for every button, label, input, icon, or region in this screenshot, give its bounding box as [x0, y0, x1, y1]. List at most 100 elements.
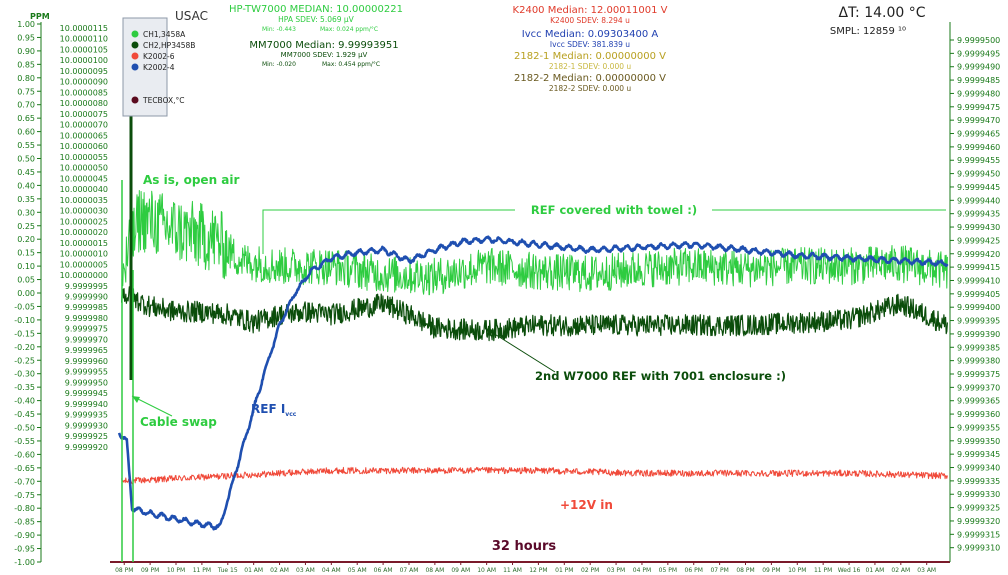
- x-tick-label: 07 AM: [400, 567, 419, 574]
- y-tick-label-mid: 9.9999995: [65, 282, 108, 291]
- y-tick-label-left: -0.20: [14, 343, 35, 352]
- x-tick-label: 05 AM: [348, 567, 367, 574]
- legend: CH1,3458A CH2,HP3458B K2002-6 K2002-4 TE…: [122, 17, 195, 117]
- y-tick-label-mid: 10.0000080: [60, 99, 108, 108]
- x-tick-label: 03 PM: [607, 567, 625, 574]
- y-tick-label-right: 9.9999330: [957, 490, 1000, 499]
- legend-label-ch2: CH2,HP3458B: [143, 41, 195, 50]
- k2182-1-median: 2182-1 Median: 0.00000000 V: [514, 51, 666, 62]
- legend-label-tecbox: TECBOX,°C: [142, 96, 185, 105]
- hp-sdev: HPA SDEV: 5.069 µV: [278, 15, 355, 24]
- y-tick-label-right: 9.9999385: [957, 343, 1000, 352]
- y-tick-label-mid: 10.0000005: [60, 260, 108, 269]
- y-tick-label-left: -0.40: [14, 397, 35, 406]
- y-tick-label-mid: 10.0000095: [60, 67, 108, 76]
- y-tick-label-left: 0.15: [17, 249, 35, 258]
- y-tick-label-right: 9.9999490: [957, 63, 1000, 72]
- x-tick-label: 11 PM: [193, 567, 211, 574]
- x-tick-label: 02 AM: [891, 567, 910, 574]
- y-tick-label-left: 0.00: [17, 289, 35, 298]
- y-tick-label-left: -0.65: [14, 464, 35, 473]
- y-tick-label-left: -0.90: [14, 531, 35, 540]
- y-tick-label-left: -0.75: [14, 491, 35, 500]
- x-tick-label: 09 PM: [762, 567, 780, 574]
- series-layer: [117, 190, 949, 531]
- x-tick-label: 08 AM: [425, 567, 444, 574]
- y-tick-label-right: 9.9999360: [957, 410, 1000, 419]
- y-tick-label-right: 9.9999325: [957, 504, 1000, 513]
- y-tick-label-left: 0.10: [17, 262, 35, 271]
- y-tick-label-right: 9.9999390: [957, 330, 1000, 339]
- y-tick-label-right: 9.9999440: [957, 196, 1000, 205]
- mm-median: MM7000 Median: 9.99993951: [249, 40, 398, 51]
- y-tick-label-right: 9.9999470: [957, 116, 1000, 125]
- y-tick-label-left: -0.60: [14, 450, 35, 459]
- y-tick-label-left: -0.95: [14, 545, 35, 554]
- y-tick-label-left: -0.70: [14, 477, 35, 486]
- y-tick-label-mid: 10.0000070: [60, 121, 108, 130]
- x-tick-label: 06 PM: [685, 567, 703, 574]
- hp-max: Max: 0.024 ppm/°C: [320, 26, 378, 33]
- y-tick-label-mid: 9.9999990: [65, 293, 108, 302]
- y-tick-label-right: 9.9999465: [957, 130, 1000, 139]
- y-tick-label-right: 9.9999410: [957, 276, 1000, 285]
- y-tick-label-mid: 10.0000015: [60, 239, 108, 248]
- y-tick-label-mid: 10.0000010: [60, 250, 108, 259]
- y-tick-label-right: 9.9999445: [957, 183, 1000, 192]
- legend-box: [122, 17, 168, 117]
- y-tick-label-mid: 9.9999955: [65, 368, 108, 377]
- k2182-1-sdev: 2182-1 SDEV: 0.000 u: [549, 62, 632, 71]
- y-tick-label-mid: 10.0000075: [60, 110, 108, 119]
- x-tick-label: 10 PM: [167, 567, 185, 574]
- y-axis-left: 1.00 0.95 0.90 0.85 0.80 0.75 0.70 0.65 0.60 0.55…: [14, 20, 41, 567]
- x-tick-label: 09 PM: [141, 567, 159, 574]
- y-tick-label-left: 0.85: [17, 60, 35, 69]
- x-tick-label: 10 AM: [477, 567, 496, 574]
- y-tick-label-mid: 10.0000000: [60, 271, 108, 280]
- mm-max: Max: 0.454 ppm/°C: [322, 61, 380, 68]
- y-tick-label-left: 0.60: [17, 128, 35, 137]
- y-tick-label-mid: 10.0000055: [60, 153, 108, 162]
- x-tick-label: 01 AM: [866, 567, 885, 574]
- series-line: [117, 235, 949, 531]
- x-tick-label: 12 PM: [529, 567, 547, 574]
- legend-marker-tecbox: [131, 96, 139, 104]
- ivcc-sdev: Ivcc SDEV: 381.839 u: [550, 40, 630, 49]
- y-tick-label-right: 9.9999380: [957, 357, 1000, 366]
- y-tick-label-mid: 10.0000035: [60, 196, 108, 205]
- y-tick-label-right: 9.9999480: [957, 89, 1000, 98]
- y-tick-label-mid: 9.9999970: [65, 335, 108, 344]
- usac-label: USAC: [175, 9, 208, 23]
- x-tick-label: Tue 15: [217, 567, 238, 574]
- y-tick-label-mid: 9.9999920: [65, 443, 108, 452]
- y-tick-label-mid: 10.0000090: [60, 78, 108, 87]
- y-tick-label-mid: 9.9999950: [65, 378, 108, 387]
- y-tick-label-left: -0.85: [14, 518, 35, 527]
- k2182-2-sdev: 2182-2 SDEV: 0.000 u: [549, 84, 632, 93]
- y-tick-label-mid: 9.9999965: [65, 346, 108, 355]
- y-tick-label-left: 0.95: [17, 33, 35, 42]
- y-tick-label-left: -0.30: [14, 370, 35, 379]
- y-tick-label-mid: 10.0000050: [60, 164, 108, 173]
- y-tick-label-mid: 9.9999960: [65, 357, 108, 366]
- y-axis-right: 9.9999500 9.9999495 9.9999490 9.9999485 9.99…: [950, 36, 1000, 553]
- y-tick-label-mid: 10.0000045: [60, 174, 108, 183]
- legend-label-ch1: CH1,3458A: [143, 30, 186, 39]
- y-tick-label-right: 9.9999500: [957, 36, 1000, 45]
- y-tick-label-right: 9.9999345: [957, 450, 1000, 459]
- x-tick-label: 04 AM: [322, 567, 341, 574]
- y-tick-label-mid: 9.9999930: [65, 421, 108, 430]
- y-tick-label-right: 9.9999395: [957, 317, 1000, 326]
- y-tick-label-left: -0.80: [14, 504, 35, 513]
- x-tick-label: 03 AM: [917, 567, 936, 574]
- y-tick-label-left: -0.50: [14, 424, 35, 433]
- y-tick-label-right: 9.9999335: [957, 477, 1000, 486]
- x-tick-label: 08 PM: [115, 567, 133, 574]
- y-tick-label-mid: 10.0000020: [60, 228, 108, 237]
- y-tick-label-left: 0.65: [17, 114, 35, 123]
- series-line: [121, 466, 948, 485]
- x-tick-label: Wed 16: [838, 567, 861, 574]
- annotation-plus12: +12V in: [560, 498, 613, 512]
- x-tick-label: 04 PM: [633, 567, 651, 574]
